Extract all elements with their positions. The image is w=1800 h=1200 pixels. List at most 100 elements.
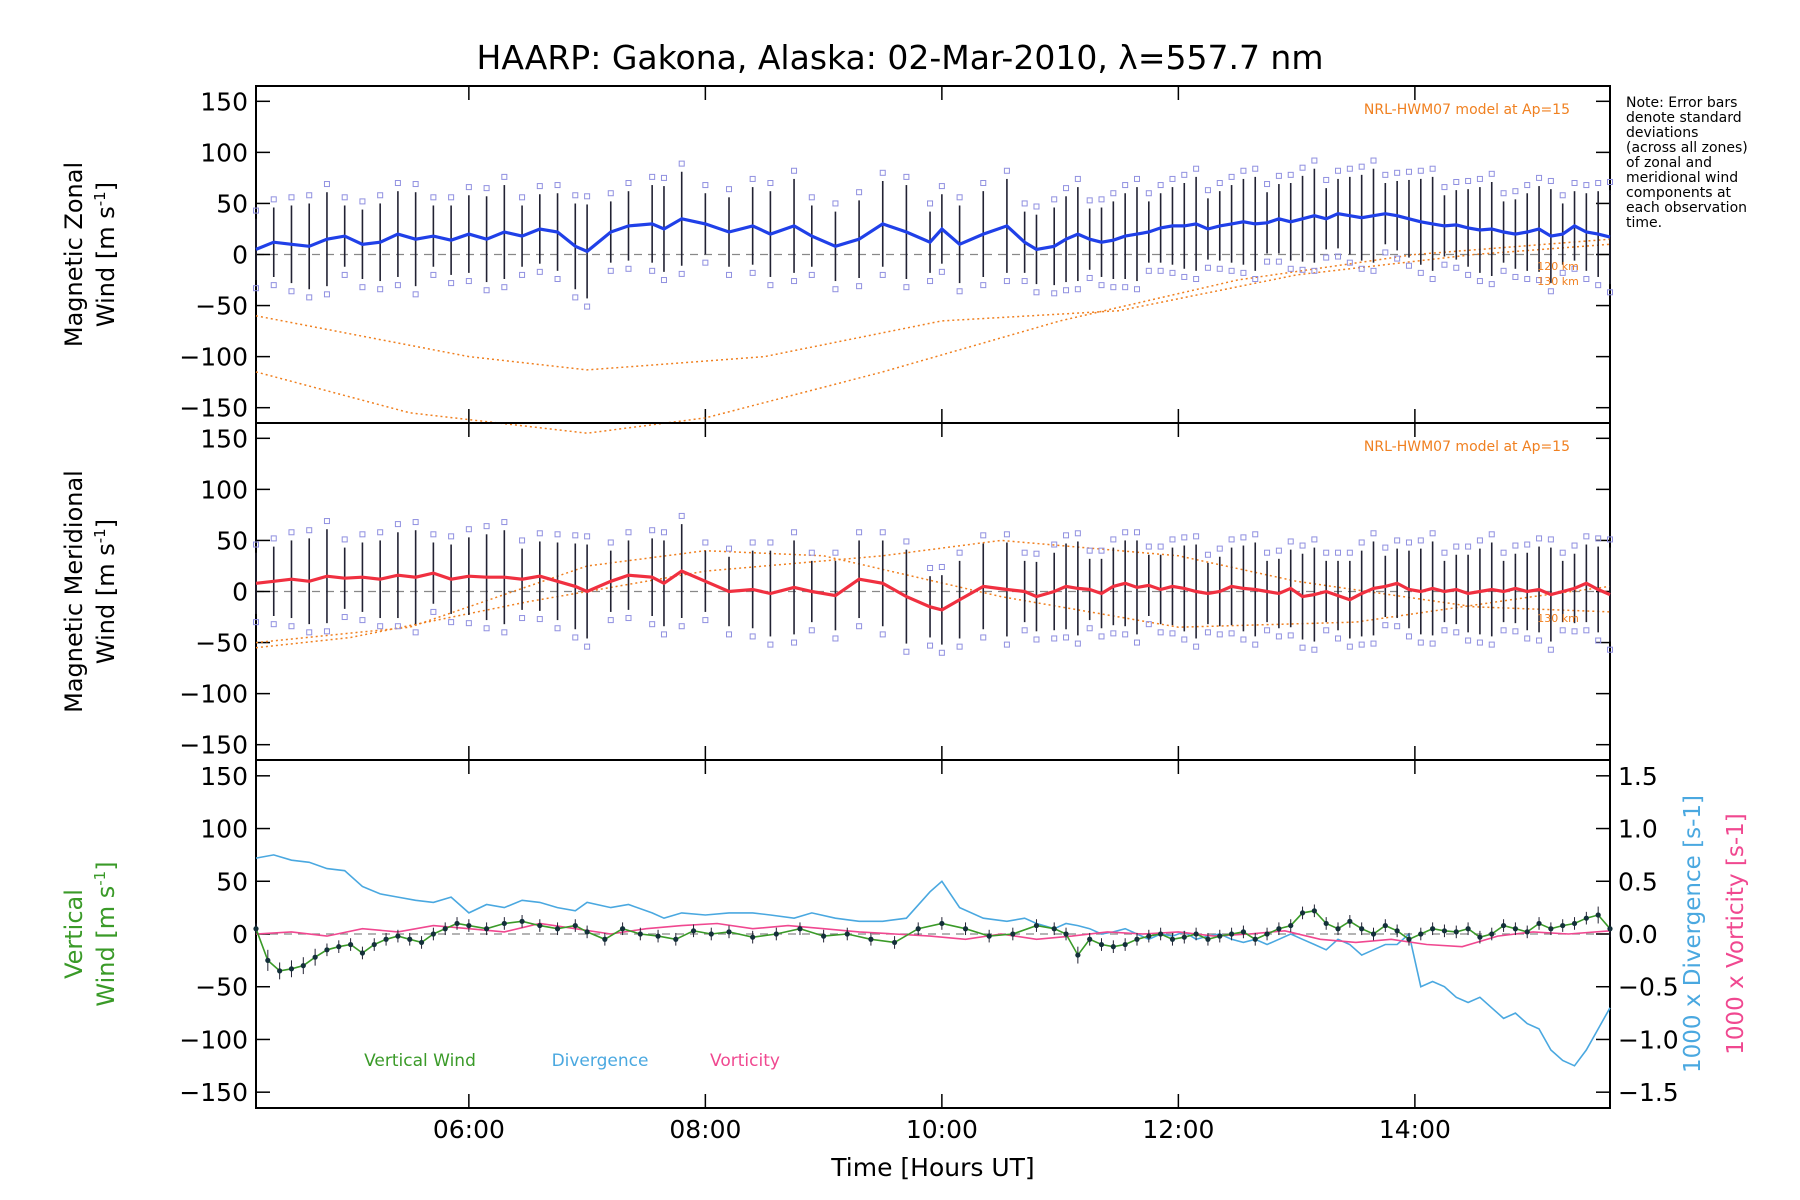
sample-marker <box>1122 529 1129 536</box>
sample-marker <box>1003 278 1010 285</box>
sample-marker <box>1021 627 1028 634</box>
sample-marker <box>584 533 591 540</box>
sample-marker <box>1169 630 1176 637</box>
sample-marker <box>1595 282 1602 289</box>
sample-marker <box>1405 168 1412 175</box>
sample-marker <box>323 181 330 188</box>
sample-marker <box>1287 171 1294 178</box>
x-tick-label: 08:00 <box>669 1115 741 1144</box>
vertical-wind-point <box>1335 926 1341 932</box>
sample-marker <box>1110 284 1117 291</box>
sample-marker <box>1382 622 1389 629</box>
y-tick-label: 50 <box>216 189 248 218</box>
sample-marker <box>791 167 798 174</box>
vertical-wind-point <box>750 934 756 940</box>
sample-marker <box>536 183 543 190</box>
sample-marker <box>501 629 508 636</box>
sample-marker <box>359 284 366 291</box>
sample-marker <box>1216 180 1223 187</box>
sample-marker <box>1382 249 1389 256</box>
model-annotation: NRL-HWM07 model at Ap=15 <box>1364 102 1570 118</box>
sample-marker <box>1524 182 1531 189</box>
sample-marker <box>980 180 987 187</box>
vertical-wind-point <box>1122 941 1128 948</box>
sample-marker <box>1169 536 1176 543</box>
vertical-wind-point <box>572 922 578 929</box>
sample-marker <box>808 549 815 556</box>
model-curve-2 <box>255 539 1611 649</box>
y-tick-label: 100 <box>200 475 248 504</box>
sample-marker <box>1465 177 1472 184</box>
sample-marker <box>607 190 614 197</box>
sample-marker <box>625 180 632 187</box>
sample-marker <box>519 537 526 544</box>
sample-marker <box>767 641 774 648</box>
sample-marker <box>1133 175 1140 182</box>
sample-marker <box>1287 538 1294 545</box>
vertical-wind-point <box>1394 928 1400 934</box>
sample-marker <box>1252 165 1259 172</box>
sample-marker <box>702 259 709 266</box>
sample-marker <box>649 173 656 180</box>
right-y-tick-label: 0.0 <box>1618 920 1658 949</box>
vertical-wind-point <box>1010 931 1016 937</box>
sample-marker <box>1311 646 1318 653</box>
vertical-wind-point <box>1583 915 1589 921</box>
y-tick-label: 150 <box>200 762 248 791</box>
vertical-wind-point <box>1110 944 1116 950</box>
sample-marker <box>678 270 685 277</box>
sample-marker <box>1110 190 1117 197</box>
sample-marker <box>1358 265 1365 272</box>
vertical-wind-point <box>1477 934 1483 940</box>
sample-marker <box>584 303 591 310</box>
sample-marker <box>1204 551 1211 558</box>
sample-marker <box>1275 633 1282 640</box>
y-tick-label: 150 <box>200 424 248 453</box>
sample-marker <box>1228 536 1235 543</box>
sample-marker <box>536 530 543 537</box>
sample-marker <box>377 192 384 199</box>
sample-marker <box>808 271 815 278</box>
sample-marker <box>1500 267 1507 274</box>
sample-marker <box>808 627 815 634</box>
sample-marker <box>1074 640 1081 647</box>
sample-marker <box>678 623 685 630</box>
vertical-wind-point <box>844 931 850 937</box>
vertical-wind-point <box>1370 931 1377 937</box>
sample-marker <box>1417 167 1424 174</box>
sample-marker <box>1240 269 1247 276</box>
sample-marker <box>430 194 437 201</box>
legend-vorticity: Vorticity <box>710 1051 780 1071</box>
sample-marker <box>572 294 579 301</box>
sample-marker <box>1287 632 1294 639</box>
vertical-wind-point <box>1276 926 1282 932</box>
sample-marker <box>1441 549 1448 556</box>
right-y-tick-label: −1.0 <box>1618 1025 1679 1054</box>
sample-marker <box>726 186 733 193</box>
sample-marker <box>1228 267 1235 274</box>
sample-marker <box>1193 165 1200 172</box>
sample-marker <box>649 527 656 534</box>
sample-marker <box>1536 174 1543 181</box>
sample-marker <box>1275 258 1282 265</box>
sample-marker <box>1299 644 1306 651</box>
vertical-wind-point <box>288 966 295 972</box>
sample-marker <box>832 635 839 642</box>
sample-marker <box>749 539 756 546</box>
sample-marker <box>956 194 963 201</box>
y-tick-label: 0 <box>232 578 248 607</box>
sample-marker <box>956 549 963 556</box>
sample-marker <box>1122 182 1129 189</box>
sample-marker <box>1382 544 1389 551</box>
sample-marker <box>1607 178 1613 185</box>
sample-marker <box>554 182 561 189</box>
sample-marker <box>1051 196 1058 203</box>
sample-marker <box>1453 178 1460 185</box>
sample-marker <box>1476 537 1483 544</box>
sample-marker <box>1086 274 1093 281</box>
sample-marker <box>1145 190 1152 197</box>
sample-marker <box>1394 537 1401 544</box>
right-y-tick-label: 1.0 <box>1618 815 1658 844</box>
sample-marker <box>501 173 508 180</box>
sample-marker <box>1417 639 1424 646</box>
